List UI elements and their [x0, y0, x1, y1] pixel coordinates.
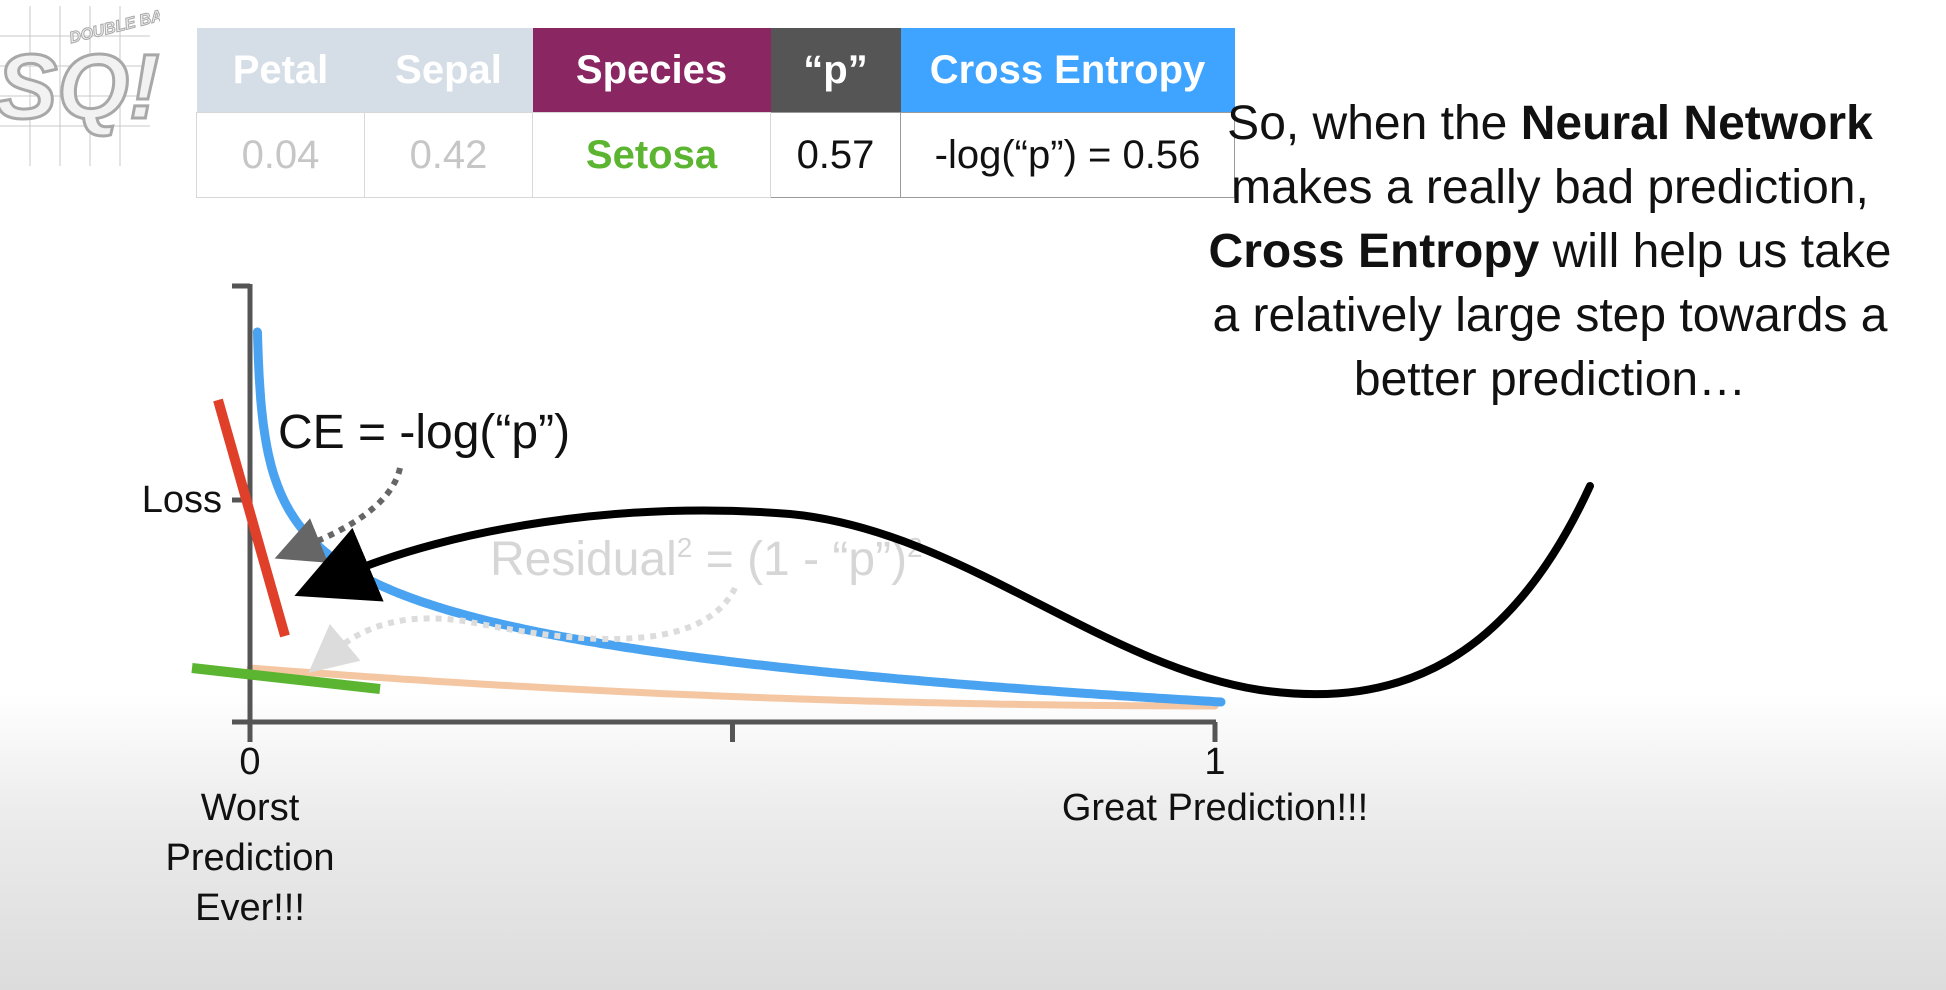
series-cross-entropy: [252, 327, 1226, 707]
residual-word: Residual: [490, 533, 677, 586]
annotation-worst-text: Worst Prediction Ever!!!: [166, 787, 335, 929]
cell-species: Setosa: [532, 112, 771, 198]
callout-part-3: will help us take a relatively large ste…: [1212, 225, 1892, 406]
table-row: 0.04 0.42 Setosa 0.57 -log(“p”) = 0.56: [196, 112, 1235, 198]
tangent-line-cross-entropy: [213, 398, 290, 638]
header-petal: Petal: [196, 28, 365, 113]
logo-letters: SQ!: [0, 36, 160, 138]
cell-p: 0.57: [770, 112, 901, 198]
callout-bold-cross-entropy: Cross Entropy: [1208, 225, 1540, 278]
callout-part-2: makes a really bad prediction,: [1231, 161, 1869, 214]
annotation-great-prediction: Great Prediction!!!: [1062, 787, 1368, 829]
dotted-arrow-residual: [308, 586, 738, 674]
callout-text: So, when the Neural Network makes a real…: [1200, 92, 1900, 412]
header-cross-entropy: Cross Entropy: [900, 28, 1235, 113]
annotation-worst-line: Worst: [201, 787, 300, 829]
header-sepal: Sepal: [364, 28, 533, 113]
x-annotation-worst: Worst Prediction Ever!!!: [166, 787, 335, 929]
y-axis-label: Loss: [142, 479, 222, 521]
tangent-line-residual: [191, 663, 381, 694]
logo-grid: [0, 6, 150, 166]
callout-bold-neural-network: Neural Network: [1520, 97, 1873, 150]
header-species: Species: [532, 28, 771, 113]
label-residual-equation: Residual2 = (1 - “p”)2: [490, 532, 923, 586]
cell-sepal: 0.42: [364, 112, 533, 198]
residual-formula: = (1 - “p”): [692, 533, 907, 586]
residual-superscript: 2: [677, 532, 693, 563]
table-header-row: Petal Sepal Species “p” Cross Entropy: [196, 28, 1235, 113]
cross-entropy-table: Petal Sepal Species “p” Cross Entropy 0.…: [196, 28, 1235, 198]
annotation-worst-line: Prediction: [166, 837, 335, 879]
label-ce-equation: CE = -log(“p”): [278, 406, 570, 459]
annotation-worst-line: Ever!!!: [195, 887, 305, 929]
series-residual-squared: [246, 664, 1219, 710]
cell-cross-entropy: -log(“p”) = 0.56: [900, 112, 1235, 198]
x-tick-label-1: 1: [1204, 741, 1225, 783]
header-p: “p”: [770, 28, 901, 113]
x-tick-label-0: 0: [239, 741, 260, 783]
statquest-logo: SQ! DOUBLE BAM!!!: [0, 6, 160, 166]
callout-part-1: So, when the: [1227, 97, 1521, 150]
callout-arrow: [294, 482, 1594, 699]
dotted-arrow-ce: [274, 467, 403, 563]
